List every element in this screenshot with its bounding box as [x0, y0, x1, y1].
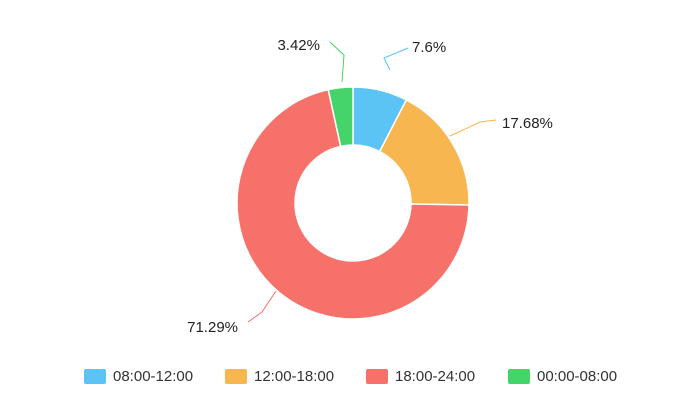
legend-item-12-18[interactable]: 12:00-18:00: [225, 362, 334, 390]
donut-slice-2[interactable]: [236, 88, 470, 320]
legend: 08:00-12:00 12:00-18:00 18:00-24:00 00:0…: [0, 362, 676, 390]
leader-line-3: [329, 41, 345, 83]
legend-label: 00:00-08:00: [537, 367, 618, 385]
legend-swatch: [366, 368, 388, 384]
leader-line-2: [247, 290, 277, 323]
slice-label-2: 71.29%: [187, 319, 238, 336]
legend-label: 08:00-12:00: [113, 367, 194, 385]
legend-swatch: [508, 368, 530, 384]
slice-label-0: 7.6%: [412, 39, 446, 56]
legend-swatch: [84, 368, 106, 384]
slice-label-3: 3.42%: [277, 37, 320, 54]
legend-item-08-12[interactable]: 08:00-12:00: [84, 362, 193, 390]
legend-swatch: [225, 368, 247, 384]
donut-chart: 7.6% 17.68% 71.29% 3.42%: [187, 37, 553, 336]
leader-line-0: [383, 47, 409, 71]
donut-slice-3[interactable]: [327, 86, 354, 148]
legend-item-00-08[interactable]: 00:00-08:00: [508, 362, 617, 390]
slice-label-1: 17.68%: [502, 115, 553, 132]
legend-label: 18:00-24:00: [395, 367, 476, 385]
legend-item-18-24[interactable]: 18:00-24:00: [366, 362, 475, 390]
legend-label: 12:00-18:00: [254, 367, 335, 385]
leader-line-1: [449, 119, 497, 137]
